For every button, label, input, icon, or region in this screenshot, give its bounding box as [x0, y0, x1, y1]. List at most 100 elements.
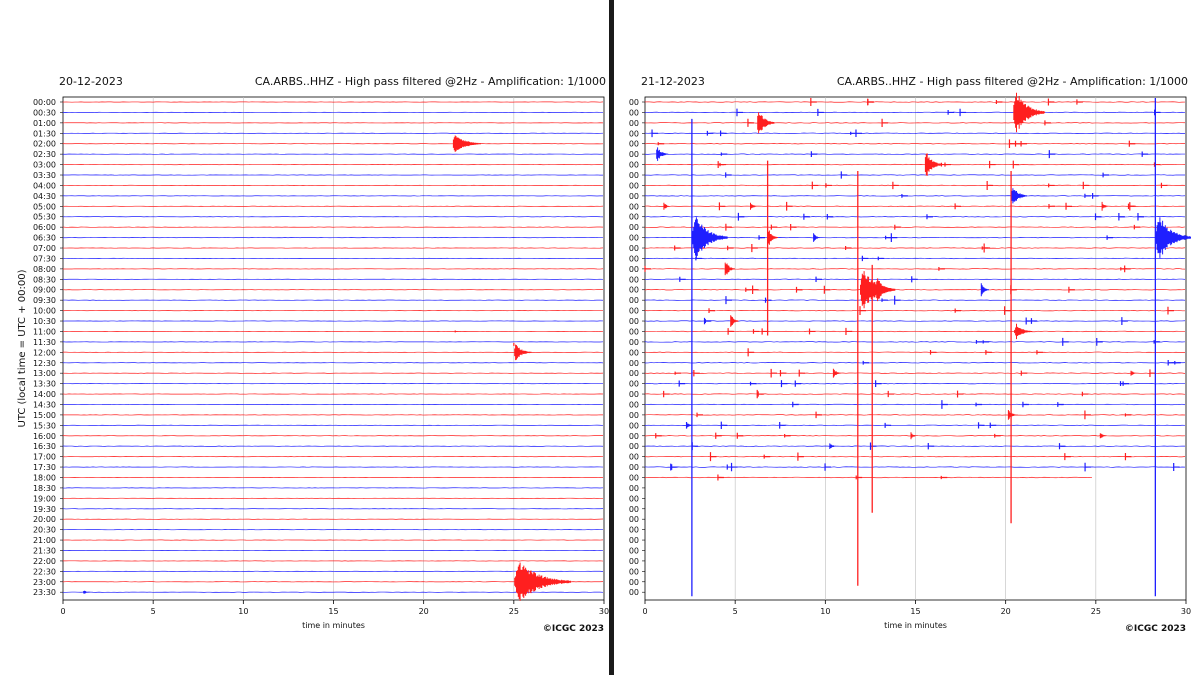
row-label: 10:30 — [33, 317, 56, 326]
row-label: 00 — [629, 244, 639, 253]
credit-label: ©ICGC 2023 — [1125, 624, 1186, 634]
row-label: 02:30 — [33, 150, 56, 159]
row-label: 00 — [629, 338, 639, 347]
row-label: 00 — [629, 348, 639, 357]
row-label: 00 — [629, 484, 639, 493]
row-label: 22:00 — [33, 557, 56, 566]
row-label: 00 — [629, 129, 639, 138]
row-label: 00 — [629, 161, 639, 170]
row-label: 08:30 — [33, 275, 56, 284]
row-label: 12:30 — [33, 359, 56, 368]
row-label: 00 — [629, 286, 639, 295]
row-label: 00 — [629, 202, 639, 211]
x-tick-label: 5 — [151, 607, 156, 616]
row-label: 00 — [629, 265, 639, 274]
x-tick-label: 15 — [328, 607, 338, 616]
row-label: 20:00 — [33, 515, 56, 524]
row-label: 23:00 — [33, 578, 56, 587]
row-label: 00 — [629, 453, 639, 462]
row-label: 12:00 — [33, 348, 56, 357]
row-label: 01:00 — [33, 119, 56, 128]
row-label: 21:00 — [33, 536, 56, 545]
row-label: 07:00 — [33, 244, 56, 253]
row-label: 00 — [629, 171, 639, 180]
row-label: 00 — [629, 400, 639, 409]
row-label: 00 — [629, 411, 639, 420]
row-label: 00 — [629, 108, 639, 117]
row-label: 00 — [629, 578, 639, 587]
row-label: 06:30 — [33, 234, 56, 243]
row-label: 00 — [629, 494, 639, 503]
row-label: 08:00 — [33, 265, 56, 274]
row-label: 15:30 — [33, 421, 56, 430]
row-label: 00 — [629, 473, 639, 482]
row-label: 02:00 — [33, 140, 56, 149]
row-label: 00 — [629, 369, 639, 378]
row-label: 03:00 — [33, 161, 56, 170]
row-label: 00 — [629, 588, 639, 597]
row-label: 16:00 — [33, 432, 56, 441]
row-label: 00 — [629, 254, 639, 263]
credit-label: ©ICGC 2023 — [543, 624, 604, 634]
row-label: 14:00 — [33, 390, 56, 399]
row-label: 00 — [629, 380, 639, 389]
row-label: 09:30 — [33, 296, 56, 305]
row-label: 00 — [629, 536, 639, 545]
row-label: 00 — [629, 390, 639, 399]
row-label: 00:00 — [33, 98, 56, 107]
row-label: 00 — [629, 546, 639, 555]
row-label: 19:30 — [33, 505, 56, 514]
x-tick-label: 30 — [1181, 607, 1191, 616]
row-label: 10:00 — [33, 307, 56, 316]
row-label: 00 — [629, 181, 639, 190]
page-divider — [609, 0, 614, 675]
row-label: 00 — [629, 275, 639, 284]
panel-date: 20-12-2023 — [59, 75, 123, 88]
x-tick-label: 10 — [238, 607, 248, 616]
row-label: 04:30 — [33, 192, 56, 201]
row-label: 16:30 — [33, 442, 56, 451]
row-label: 04:00 — [33, 181, 56, 190]
x-tick-label: 5 — [733, 607, 738, 616]
trace-row — [645, 477, 1092, 478]
row-label: 00 — [629, 557, 639, 566]
row-label: 00 — [629, 296, 639, 305]
x-tick-label: 20 — [1001, 607, 1011, 616]
row-label: 22:30 — [33, 567, 56, 576]
row-label: 15:00 — [33, 411, 56, 420]
row-label: 00 — [629, 98, 639, 107]
row-label: 00 — [629, 327, 639, 336]
helicorder-panel-20-12-2023: 20-12-2023 CA.ARBS..HHZ - High pass filte… — [17, 75, 609, 634]
x-tick-label: 25 — [509, 607, 519, 616]
panel-title: CA.ARBS..HHZ - High pass filtered @2Hz -… — [255, 75, 606, 88]
panel-title: CA.ARBS..HHZ - High pass filtered @2Hz -… — [837, 75, 1188, 88]
row-label: 00 — [629, 140, 639, 149]
row-label: 19:00 — [33, 494, 56, 503]
row-label: 00:30 — [33, 108, 56, 117]
row-label: 00 — [629, 526, 639, 535]
row-label: 00 — [629, 359, 639, 368]
x-tick-label: 0 — [642, 607, 647, 616]
x-axis-label: time in minutes — [302, 621, 365, 630]
row-label: 00 — [629, 119, 639, 128]
row-label: 05:00 — [33, 202, 56, 211]
row-label: 23:30 — [33, 588, 56, 597]
row-label: 09:00 — [33, 286, 56, 295]
row-label: 00 — [629, 213, 639, 222]
row-label: 18:00 — [33, 473, 56, 482]
x-tick-label: 10 — [820, 607, 830, 616]
row-label: 00 — [629, 317, 639, 326]
row-label: 00 — [629, 432, 639, 441]
row-label: 13:00 — [33, 369, 56, 378]
row-label: 00 — [629, 515, 639, 524]
x-tick-label: 30 — [599, 607, 609, 616]
row-label: 14:30 — [33, 400, 56, 409]
row-label: 17:30 — [33, 463, 56, 472]
row-label: 00 — [629, 567, 639, 576]
row-label: 11:30 — [33, 338, 56, 347]
y-axis-label: UTC (local time = UTC + 00:00) — [17, 269, 28, 427]
x-tick-label: 15 — [910, 607, 920, 616]
